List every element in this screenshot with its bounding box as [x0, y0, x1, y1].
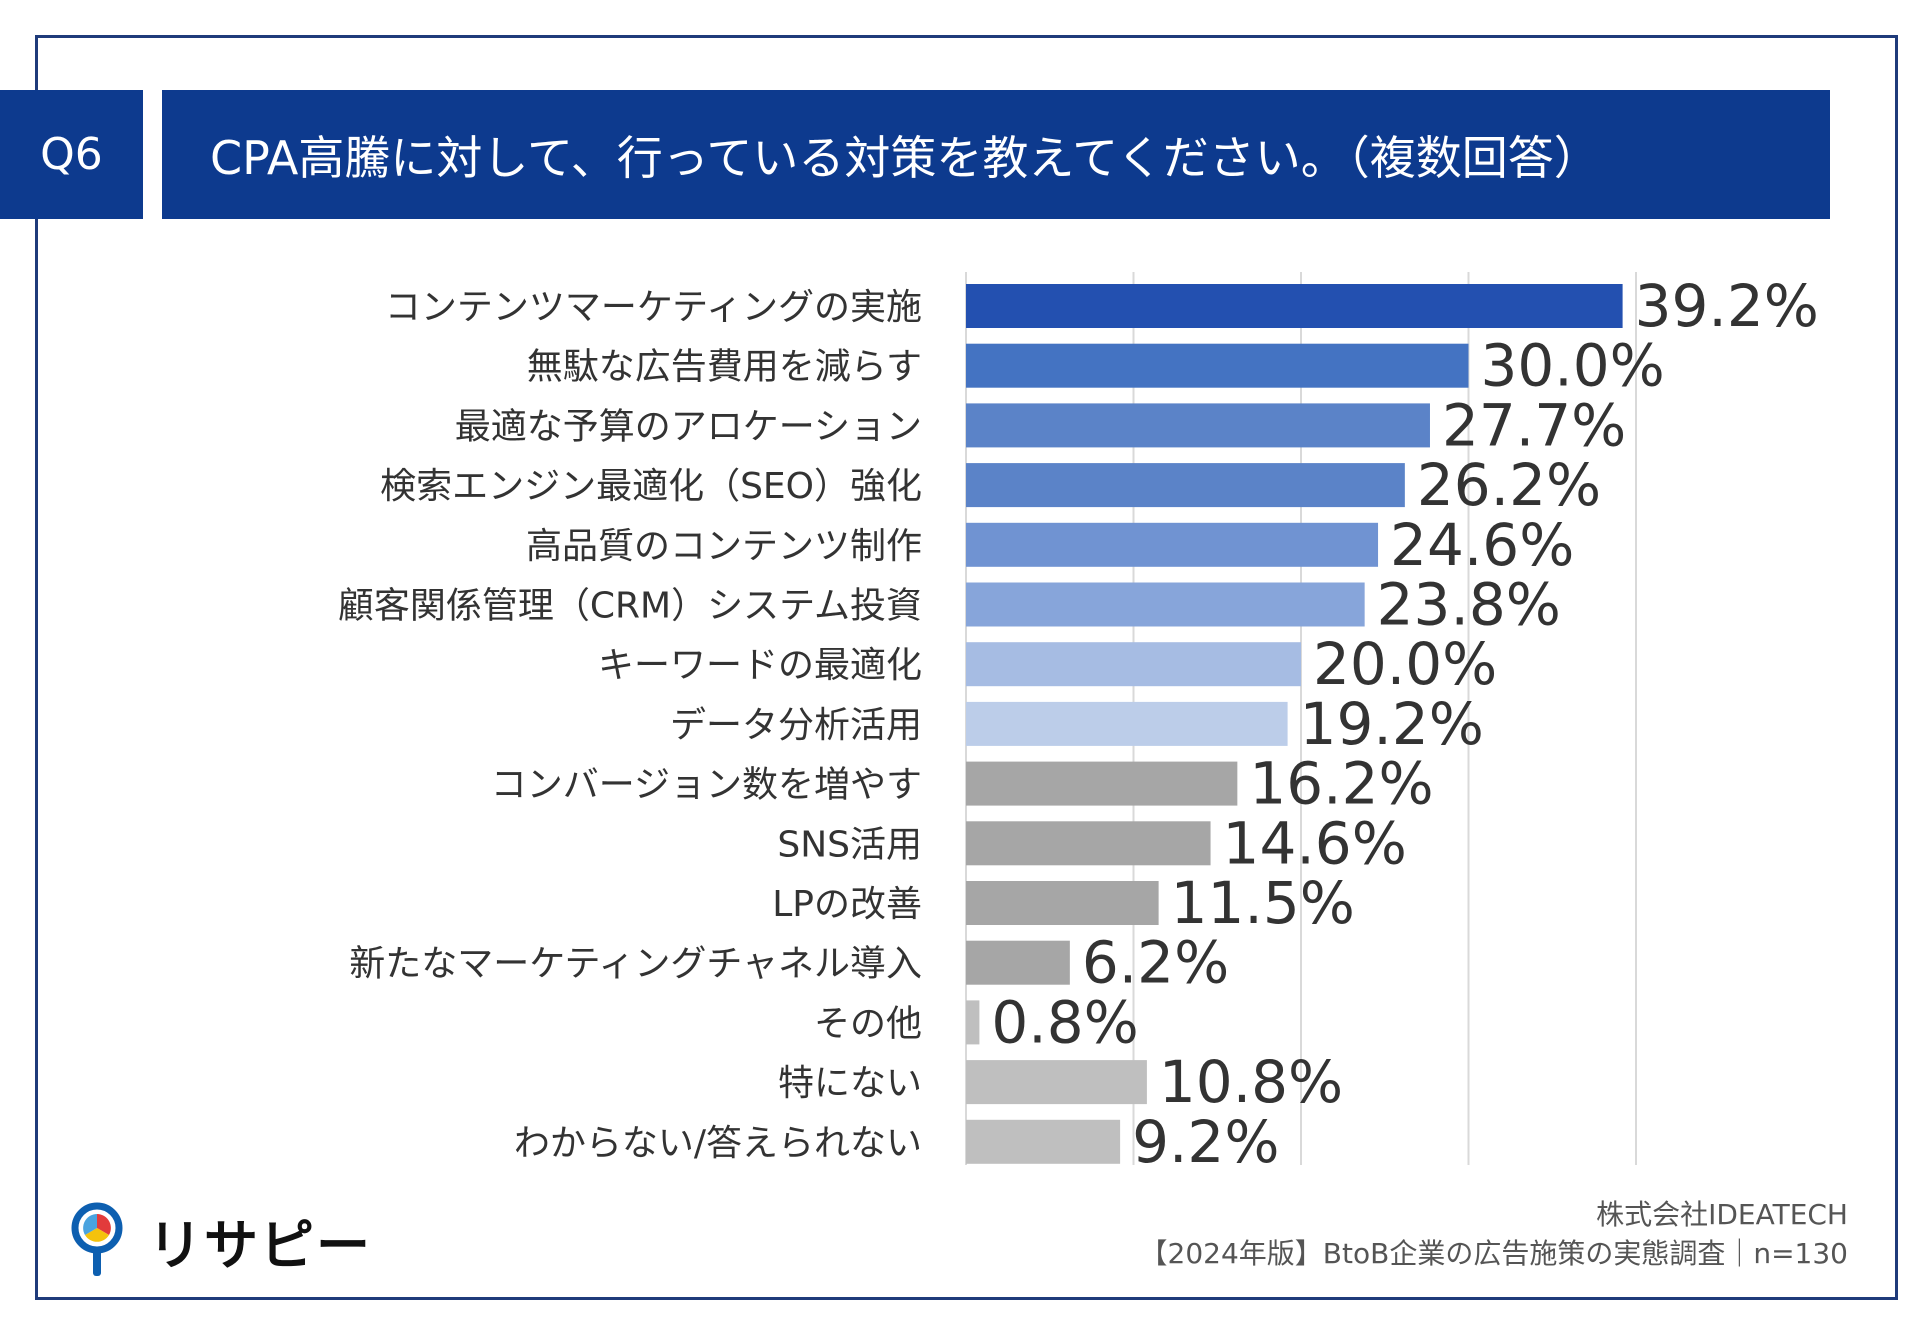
bar-11 — [966, 881, 1159, 925]
bar-10 — [966, 821, 1211, 866]
chart-title: CPA高騰に対して、行っている対策を教えてください。（複数回答） — [162, 90, 1830, 219]
bar-7 — [966, 642, 1301, 687]
survey-source: 【2024年版】BtoB企業の広告施策の実態調査｜n=130 — [1139, 1237, 1848, 1270]
category-label-10: SNS活用 — [777, 824, 922, 865]
risapy-logo-icon — [71, 1202, 123, 1276]
bar-15 — [966, 1119, 1121, 1164]
logo-stem — [93, 1250, 101, 1276]
value-label-15: 9.2% — [1132, 1108, 1279, 1176]
brand-name: リサピー — [148, 1214, 372, 1277]
category-label-2: 無駄な広告費用を減らす — [527, 347, 922, 388]
value-label-9: 16.2% — [1249, 750, 1433, 818]
category-label-3: 最適な予算のアロケーション — [455, 406, 922, 447]
value-label-4: 26.2% — [1417, 451, 1601, 519]
value-label-6: 23.8% — [1377, 571, 1561, 639]
value-label-8: 19.2% — [1300, 690, 1484, 758]
bar-1 — [966, 284, 1623, 328]
value-label-12: 6.2% — [1082, 929, 1229, 997]
category-label-6: 顧客関係管理（CRM）システム投資 — [338, 586, 922, 627]
category-label-12: 新たなマーケティングチャネル導入 — [349, 944, 922, 985]
logo-slice-yellow — [85, 1228, 109, 1242]
bar-12 — [966, 940, 1070, 985]
company-name: 株式会社IDEATECH — [1596, 1198, 1848, 1231]
category-label-13: その他 — [814, 1003, 922, 1044]
bar-8 — [966, 701, 1288, 746]
bar-3 — [966, 403, 1430, 448]
question-number-badge: Q6 — [0, 90, 143, 219]
category-label-8: データ分析活用 — [670, 705, 922, 746]
category-label-7: キーワードの最適化 — [598, 645, 922, 686]
value-label-3: 27.7% — [1442, 391, 1626, 459]
value-label-10: 14.6% — [1223, 809, 1407, 877]
category-label-9: コンバージョン数を増やす — [491, 765, 922, 806]
bar-9 — [966, 761, 1238, 806]
bar-5 — [966, 522, 1379, 567]
category-label-15: わからない/答えられない — [514, 1123, 922, 1164]
value-label-1: 39.2% — [1635, 272, 1819, 340]
category-label-14: 特にない — [778, 1063, 922, 1104]
bar-4 — [966, 463, 1405, 508]
bar-13 — [966, 1000, 980, 1045]
bar-6 — [966, 582, 1365, 627]
category-label-4: 検索エンジン最適化（SEO）強化 — [380, 466, 922, 507]
bar-14 — [966, 1060, 1147, 1105]
category-label-11: LPの改善 — [772, 884, 922, 925]
category-label-5: 高品質のコンテンツ制作 — [526, 526, 922, 567]
value-label-7: 20.0% — [1313, 630, 1497, 698]
logo-slice-red — [97, 1214, 111, 1235]
value-label-2: 30.0% — [1481, 332, 1665, 400]
figure-frame — [35, 35, 1898, 1300]
value-label-13: 0.8% — [991, 988, 1138, 1056]
logo-slice-blue — [83, 1214, 97, 1235]
value-label-14: 10.8% — [1159, 1048, 1343, 1116]
bar-2 — [966, 343, 1469, 388]
value-label-11: 11.5% — [1171, 869, 1355, 937]
value-label-5: 24.6% — [1390, 511, 1574, 579]
category-label-1: コンテンツマーケティングの実施 — [385, 287, 922, 328]
